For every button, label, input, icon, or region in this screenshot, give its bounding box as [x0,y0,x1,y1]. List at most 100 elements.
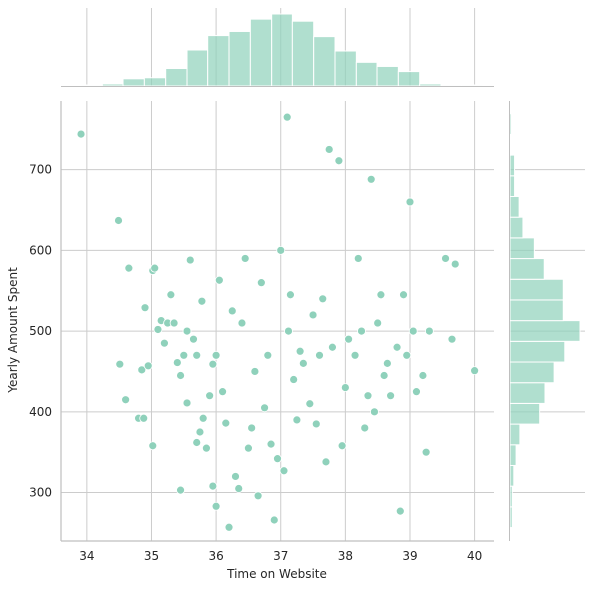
scatter-point [169,318,179,328]
scatter-point [298,358,308,368]
scatter-point [214,275,224,285]
scatter-point [376,290,386,300]
scatter-point [139,413,149,423]
scatter-point [286,290,295,300]
x-hist-bar [461,84,484,87]
scatter-point [292,415,302,425]
y-hist-bar [509,402,541,425]
x-hist-bar [291,20,315,87]
y-tick-label: 500 [29,324,52,338]
scatter-point [250,367,260,376]
y-hist-bar [509,133,512,156]
scatter-point [276,245,286,255]
x-hist-bar [271,13,293,87]
x-hist-bar [143,77,167,87]
y-hist-bar [509,444,517,466]
x-hist-bar [397,71,421,87]
scatter-point [140,303,150,313]
scatter-point [185,255,195,265]
scatter-point [143,361,153,371]
scatter-point [247,423,257,433]
scatter-point [148,441,158,451]
main-axes [60,101,494,542]
scatter-point [386,391,395,401]
y-hist-bar [509,278,564,301]
scatter-point [405,197,415,207]
scatter-point [176,485,185,495]
scatter-point [340,383,350,393]
scatter-point [366,174,376,184]
x-tick-label: 39 [402,549,417,563]
x-hist-bar [440,84,463,87]
scatter-point [189,334,198,344]
scatter-point [121,395,131,405]
scatter-point [137,365,147,375]
y-tick-label: 700 [29,163,52,177]
scatter-point [150,263,160,273]
y-tick-label: 300 [29,486,52,500]
scatter-point [260,403,269,413]
scatter-point [166,290,176,300]
scatter-point [195,427,205,437]
scatter-point [153,325,163,334]
scatter-point [328,342,337,352]
scatter-point [182,398,192,408]
scatter-point [284,326,293,336]
scatter-point [237,318,247,328]
scatter-point [379,371,389,380]
scatter-point [421,447,431,457]
y-hist-bar [509,258,545,280]
scatter-point [402,350,412,360]
y-hist-bar [509,175,516,197]
y-hist-bar [509,154,516,177]
scatter-point [279,466,289,476]
scatter-point [176,371,185,380]
scatter-point [197,296,207,306]
scatter-point [234,484,244,493]
scatter-point [114,216,123,225]
x-tick-label: 36 [208,549,223,563]
x-hist-bar [419,83,442,87]
y-hist-bar [509,361,555,384]
scatter-point [373,318,383,328]
scatter-point [318,294,328,304]
scatter-point [198,413,208,423]
scatter-point [263,350,273,360]
marginal-x-histogram [61,8,494,87]
scatter-point [395,506,405,516]
scatter-point [337,441,347,451]
y-hist-bar [509,340,566,363]
scatter-point [450,259,460,269]
x-hist-bar [165,68,188,87]
scatter-point [208,359,218,369]
scatter-point [344,334,353,344]
x-tick-label: 40 [467,549,482,563]
scatter-point [269,515,279,525]
y-hist-bar [509,464,515,487]
scatter-point [182,326,192,336]
x-hist-bar [249,18,273,87]
x-tick-label: 38 [338,549,353,563]
y-hist-bar [509,320,581,342]
y-hist-bar [509,113,513,135]
scatter-point [179,350,189,360]
scatter-point [211,350,221,360]
scatter-point [370,407,379,417]
scatter-point [115,359,125,369]
y-hist-bar [509,195,520,218]
x-hist-bar [80,84,103,87]
x-hist-bar [101,83,124,87]
scatter-point [315,350,324,360]
y-tick-label: 400 [29,405,52,419]
scatter-point [295,346,305,356]
scatter-point [124,263,134,273]
scatter-point [224,522,234,532]
scatter-point [273,454,282,464]
scatter-point [360,423,370,433]
x-hist-bar [207,35,230,87]
x-hist-bar [334,50,357,87]
scatter-point [208,481,218,491]
x-hist-bar [122,78,145,87]
scatter-point [211,501,221,511]
scatter-point [160,338,169,348]
